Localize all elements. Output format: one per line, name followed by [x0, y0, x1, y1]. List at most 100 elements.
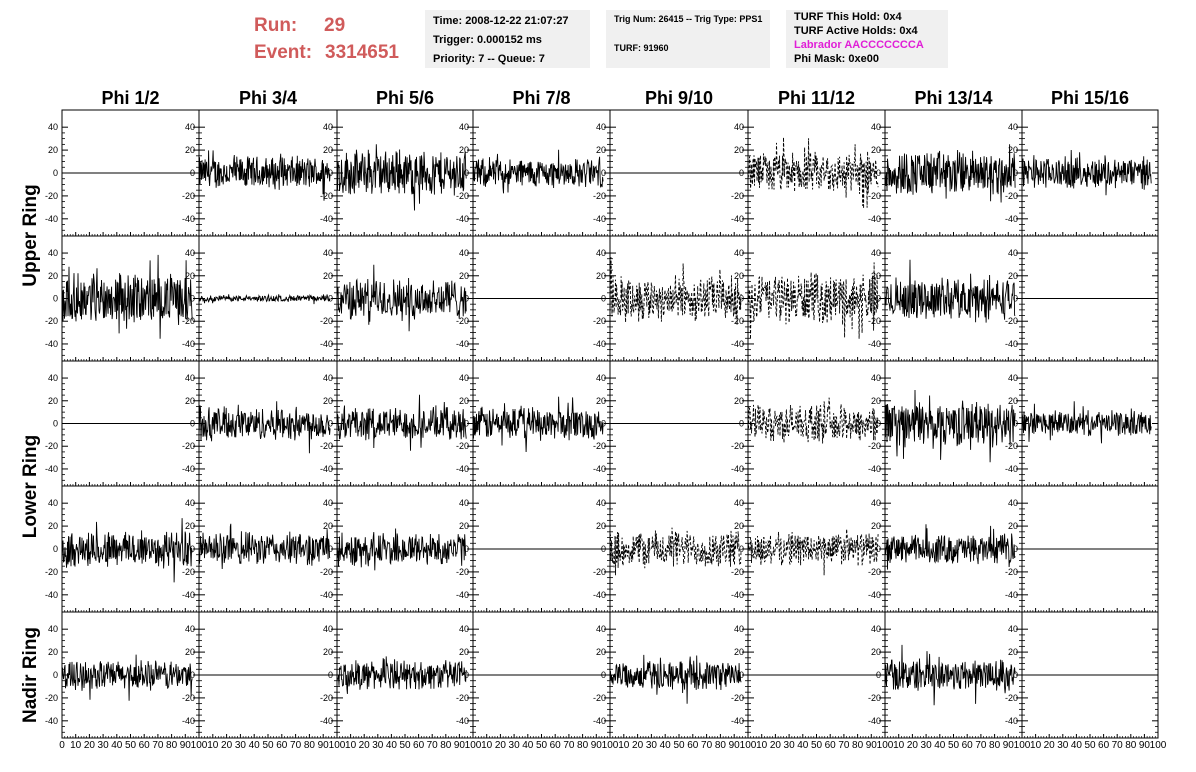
y-tick-label: 20: [185, 271, 195, 281]
x-tick-label: 50: [1084, 740, 1096, 751]
x-tick-label: 60: [276, 740, 288, 751]
y-tick-label: 0: [1013, 294, 1018, 304]
y-tick-label: -20: [593, 693, 606, 703]
y-tick-label: -20: [320, 567, 333, 577]
y-tick-label: -40: [45, 590, 58, 600]
y-tick-label: -20: [731, 316, 744, 326]
x-tick-label: 70: [1112, 740, 1124, 751]
y-tick-label: 20: [459, 647, 469, 657]
y-tick-label: -20: [1005, 567, 1018, 577]
y-tick-label: 40: [734, 122, 744, 132]
y-tick-label: 0: [601, 168, 606, 178]
y-tick-label: 0: [739, 544, 744, 554]
y-tick-label: 20: [734, 647, 744, 657]
y-tick-label: 20: [185, 145, 195, 155]
y-tick-label: 0: [190, 544, 195, 554]
y-tick-label: -20: [182, 191, 195, 201]
y-tick-label: -40: [1005, 339, 1018, 349]
column-header: Phi 9/10: [645, 88, 713, 108]
y-tick-label: 20: [1008, 647, 1018, 657]
x-tick-label: 50: [536, 740, 548, 751]
run-event-block: Run: 29 Event: 3314651: [254, 12, 399, 66]
y-tick-label: -20: [320, 693, 333, 703]
x-tick-label: 70: [838, 740, 850, 751]
turf-info-box: TURF This Hold: 0x4 TURF Active Holds: 0…: [786, 10, 948, 68]
x-tick-label: 10: [345, 740, 357, 751]
y-tick-label: 0: [328, 670, 333, 680]
x-tick-label: 50: [948, 740, 960, 751]
y-tick-label: -20: [593, 316, 606, 326]
y-tick-label: -40: [456, 214, 469, 224]
waveform-trace: [198, 523, 331, 570]
y-tick-label: -40: [1005, 716, 1018, 726]
waveform-trace: [61, 654, 193, 701]
waveform-trace: [198, 150, 331, 201]
y-tick-label: -40: [1005, 590, 1018, 600]
y-tick-label: -20: [731, 693, 744, 703]
x-tick-label: 30: [784, 740, 796, 751]
y-tick-label: 0: [739, 294, 744, 304]
x-tick-label: 30: [921, 740, 933, 751]
y-tick-label: 20: [1008, 521, 1018, 531]
y-tick-label: -20: [45, 441, 58, 451]
y-tick-label: 40: [323, 248, 333, 258]
x-tick-label: 20: [1044, 740, 1056, 751]
x-tick-label: 10: [618, 740, 630, 751]
y-tick-label: 0: [53, 294, 58, 304]
x-tick-label: 40: [522, 740, 534, 751]
y-tick-label: -40: [731, 214, 744, 224]
y-tick-label: 20: [185, 521, 195, 531]
column-header: Phi 3/4: [239, 88, 297, 108]
y-tick-label: -40: [182, 590, 195, 600]
y-tick-label: 20: [596, 396, 606, 406]
y-tick-label: -40: [731, 464, 744, 474]
y-tick-label: 20: [459, 145, 469, 155]
y-tick-label: -40: [593, 590, 606, 600]
x-tick-label: 30: [646, 740, 658, 751]
y-tick-label: 0: [190, 168, 195, 178]
y-tick-label: 0: [464, 419, 469, 429]
y-tick-label: 40: [459, 373, 469, 383]
x-tick-label: 30: [509, 740, 521, 751]
x-tick-label: 40: [1071, 740, 1083, 751]
y-tick-label: -40: [182, 339, 195, 349]
x-tick-label: 40: [386, 740, 398, 751]
y-tick-label: -20: [320, 316, 333, 326]
x-tick-label: 100: [740, 740, 757, 751]
y-tick-label: 0: [1013, 544, 1018, 554]
waveform-trace: [336, 394, 467, 451]
waveform-trace: [747, 137, 879, 209]
ring-label: Nadir Ring: [20, 627, 41, 723]
x-tick-label: 50: [399, 740, 411, 751]
y-tick-label: 40: [185, 373, 195, 383]
y-tick-label: -20: [456, 191, 469, 201]
y-tick-label: 40: [734, 498, 744, 508]
y-tick-label: 0: [328, 294, 333, 304]
x-tick-label: 80: [577, 740, 589, 751]
y-tick-label: -40: [1005, 214, 1018, 224]
y-tick-label: 20: [871, 521, 881, 531]
y-tick-label: 40: [596, 122, 606, 132]
x-tick-label: 10: [70, 740, 82, 751]
y-tick-label: -20: [456, 567, 469, 577]
y-tick-label: 20: [596, 647, 606, 657]
y-tick-label: 40: [48, 373, 58, 383]
y-tick-label: 40: [459, 624, 469, 634]
y-tick-label: -20: [731, 567, 744, 577]
run-label: Run:: [254, 15, 298, 36]
y-tick-label: 40: [871, 373, 881, 383]
y-tick-label: 40: [459, 498, 469, 508]
phi-mask-text: Phi Mask: 0xe00: [794, 53, 879, 65]
y-tick-label: 40: [185, 248, 195, 258]
column-header: Phi 1/2: [101, 88, 159, 108]
y-tick-label: 0: [876, 544, 881, 554]
y-tick-label: 20: [323, 145, 333, 155]
y-tick-label: -40: [868, 590, 881, 600]
waveform-trace: [198, 293, 331, 305]
y-tick-label: 40: [185, 624, 195, 634]
y-tick-label: 0: [464, 544, 469, 554]
y-tick-label: -20: [731, 441, 744, 451]
x-tick-label: 20: [632, 740, 644, 751]
waveform-trace: [336, 527, 467, 571]
y-tick-label: 20: [323, 647, 333, 657]
